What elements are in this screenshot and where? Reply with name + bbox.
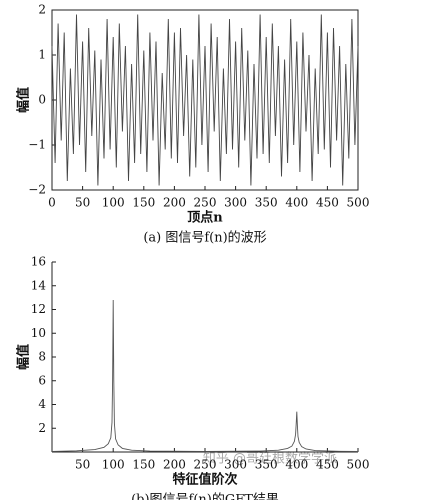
x-tick-label: 250 <box>194 196 217 210</box>
x-tick-label: 200 <box>163 196 186 210</box>
x-tick-label: 300 <box>224 458 247 472</box>
x-tick-label: 150 <box>132 458 155 472</box>
x-axis-label: 顶点n <box>187 210 223 226</box>
x-tick-label: 450 <box>316 458 339 472</box>
x-tick-label: 300 <box>224 196 247 210</box>
x-tick-label: 500 <box>347 458 370 472</box>
y-tick-label: 0 <box>38 93 46 107</box>
y-axis-label: 幅值 <box>16 87 32 113</box>
y-tick-label: 2 <box>38 421 46 435</box>
x-tick-label: 450 <box>316 196 339 210</box>
watermark: 知乎 @哥廷根数学学派 <box>203 451 337 467</box>
y-tick-label: 8 <box>38 350 46 364</box>
x-tick-label: 100 <box>102 458 125 472</box>
y-tick-label: 14 <box>31 278 47 292</box>
signal-line <box>51 299 359 452</box>
x-tick-label: 250 <box>194 458 217 472</box>
y-tick-label: −1 <box>28 138 46 152</box>
y-tick-label: −2 <box>28 183 46 197</box>
y-tick-label: 12 <box>31 302 46 316</box>
x-tick-label: 500 <box>347 196 370 210</box>
x-tick-label: 400 <box>285 196 308 210</box>
y-axis-label: 幅值 <box>16 344 32 370</box>
y-tick-label: 6 <box>38 373 46 387</box>
y-tick-label: 2 <box>38 3 46 17</box>
x-tick-label: 350 <box>255 458 278 472</box>
x-tick-label: 50 <box>75 196 90 210</box>
x-tick-label: 150 <box>132 196 155 210</box>
x-tick-label: 350 <box>255 196 278 210</box>
signal-line <box>51 14 359 186</box>
y-tick-label: 1 <box>38 48 46 62</box>
y-tick-label: 16 <box>31 255 46 269</box>
x-tick-label: 200 <box>163 458 186 472</box>
caption: (a) 图信号f(n)的波形 <box>143 230 266 246</box>
x-tick-label: 100 <box>102 196 125 210</box>
y-tick-label: 10 <box>31 326 46 340</box>
x-tick-label: 0 <box>48 196 56 210</box>
x-tick-label: 50 <box>75 458 90 472</box>
caption: (b)图信号f(n)的GFT结果 <box>131 492 279 501</box>
x-axis-label: 特征值阶次 <box>172 472 237 488</box>
y-tick-label: 4 <box>38 397 46 411</box>
x-tick-label: 400 <box>285 458 308 472</box>
